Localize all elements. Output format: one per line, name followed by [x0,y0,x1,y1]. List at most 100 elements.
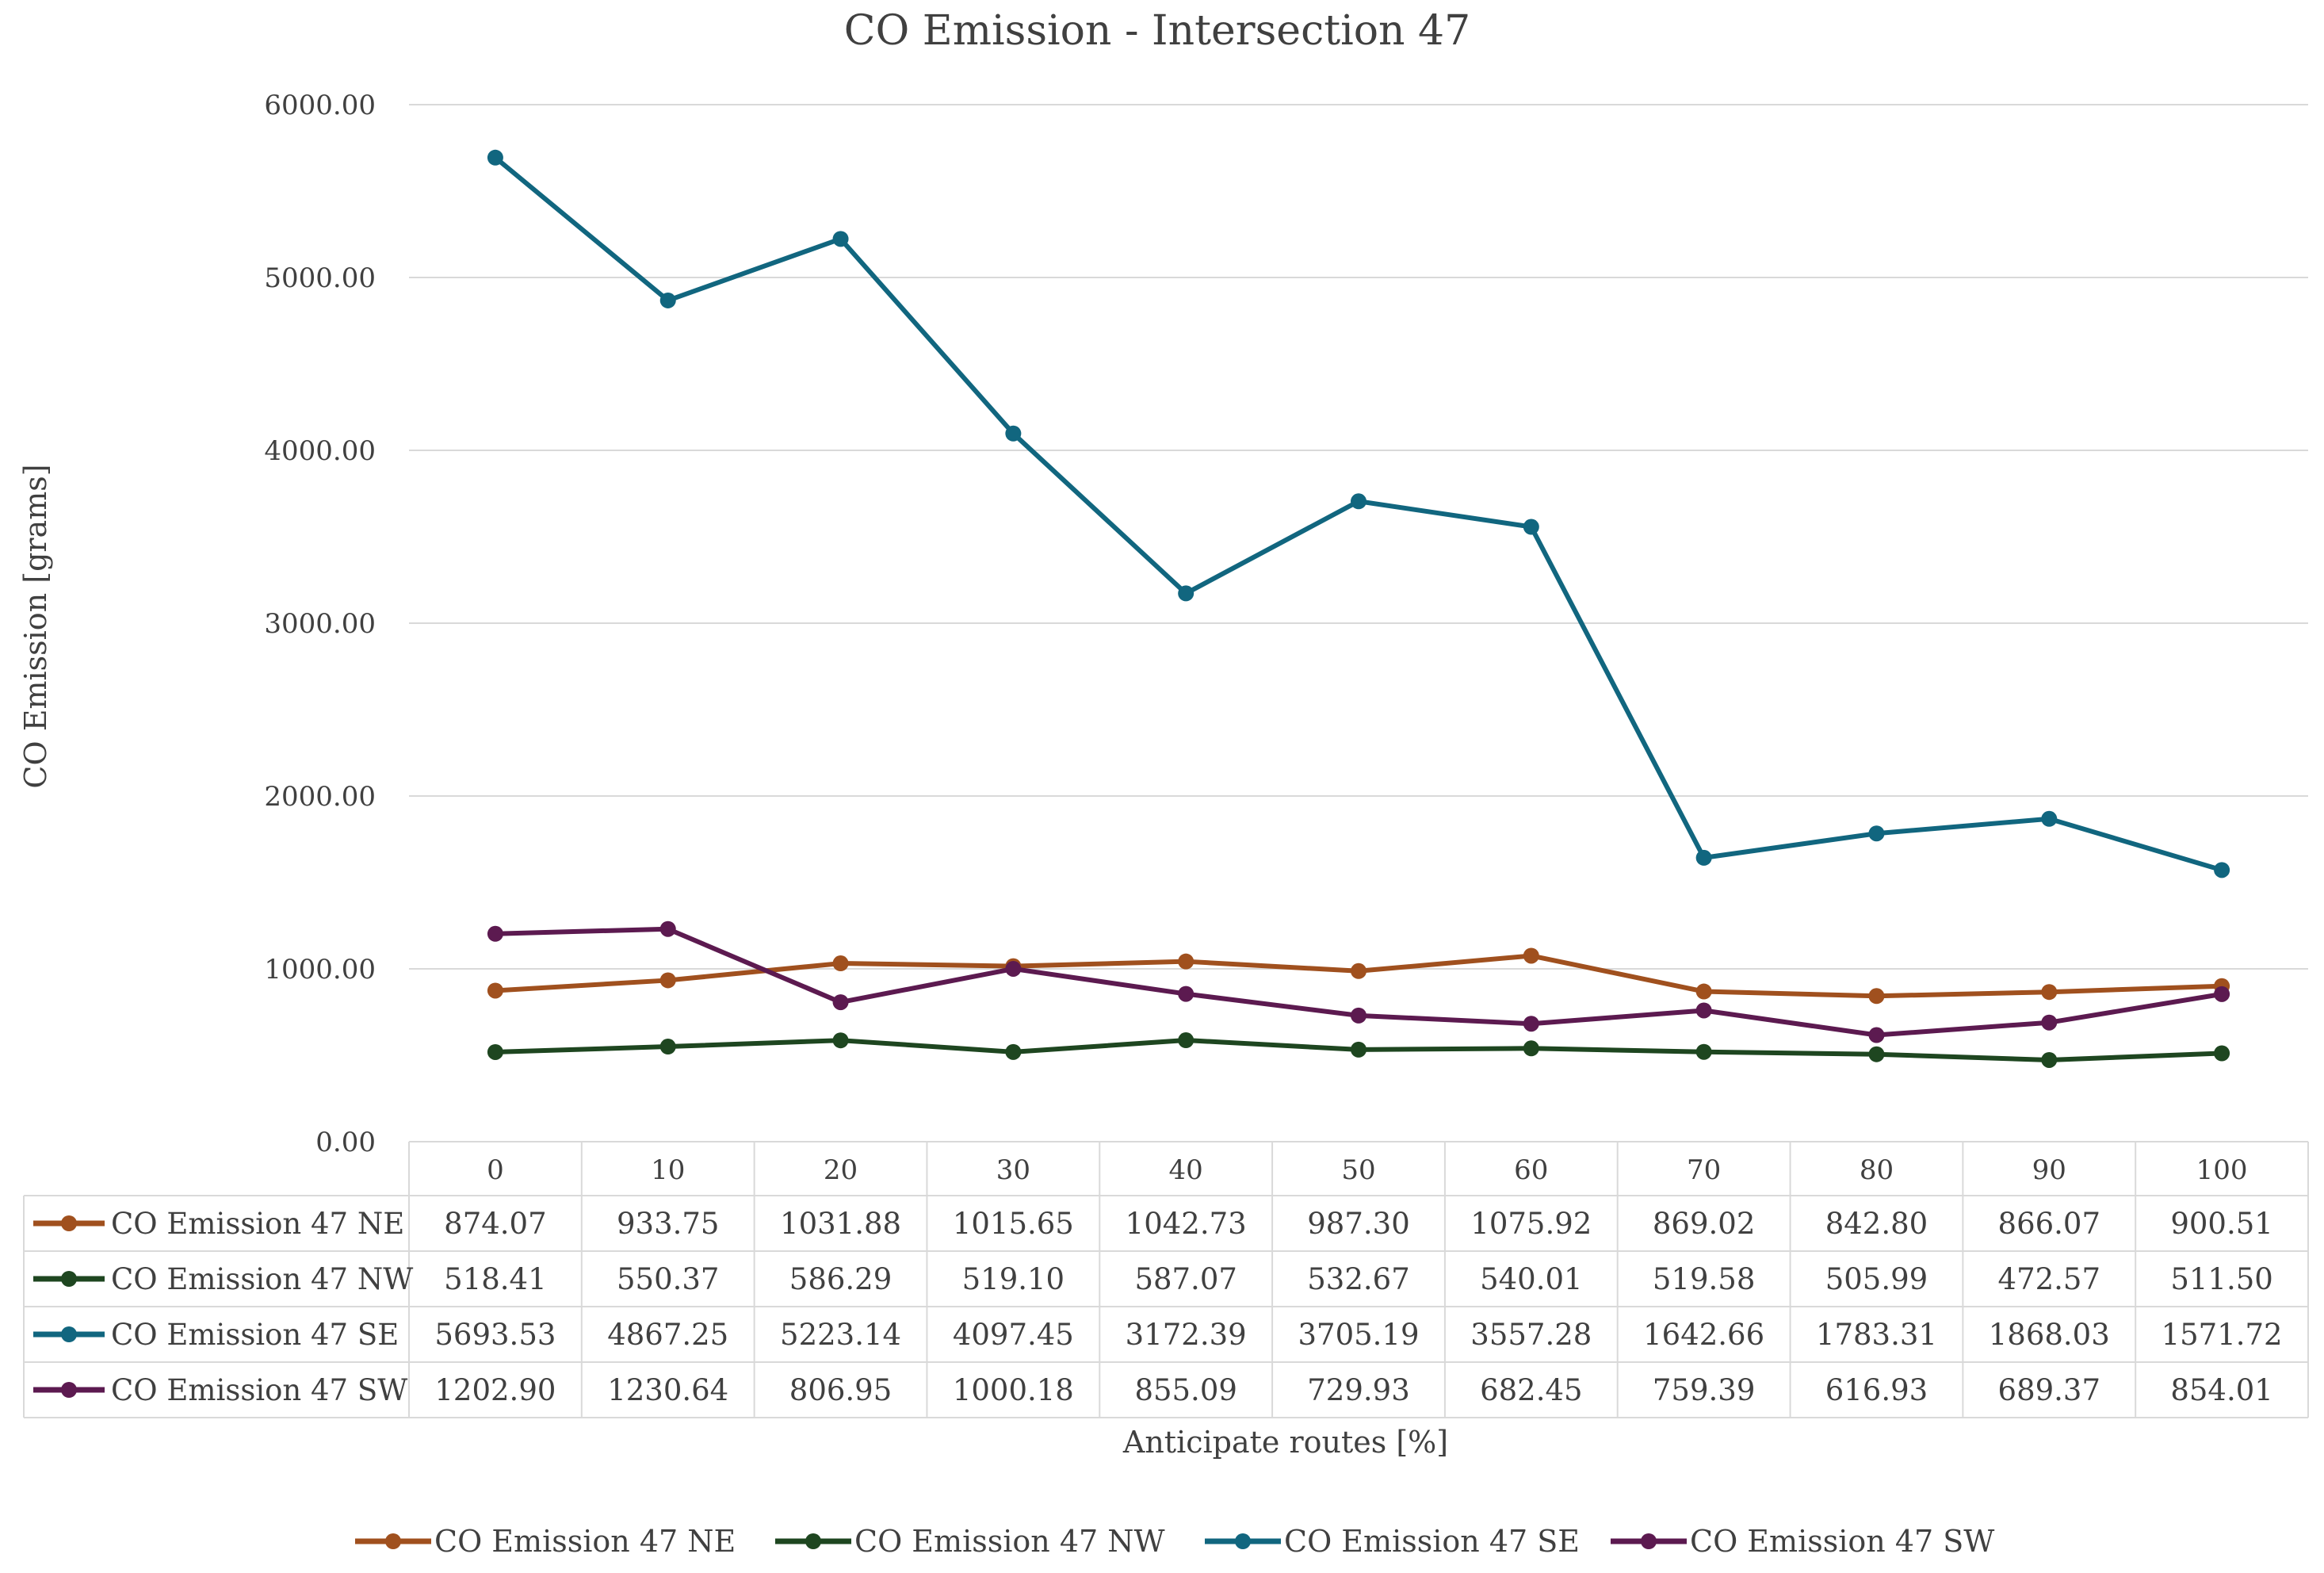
data-point [659,1039,676,1055]
data-point [1178,953,1194,970]
table-cell: 1015.65 [953,1207,1074,1241]
data-point [1178,1032,1194,1049]
table-cell: 759.39 [1653,1373,1755,1407]
gridlines [409,104,2308,970]
data-point [487,1043,503,1060]
table-cell: 3705.19 [1298,1318,1419,1352]
table-cell: 866.07 [1998,1207,2100,1241]
table-series-name: CO Emission 47 NW [111,1262,413,1296]
data-point [1351,1007,1366,1024]
table-cell: 855.09 [1134,1373,1237,1407]
table-series-name: CO Emission 47 SW [111,1373,407,1407]
x-tick-label: 10 [651,1154,685,1186]
y-tick-label: 1000.00 [264,954,376,986]
table-cell: 1642.66 [1643,1318,1764,1352]
legend-label: CO Emission 47 SE [1284,1524,1580,1559]
legend-key-marker [805,1533,821,1549]
table-cell: 1000.18 [953,1373,1074,1407]
data-point [2214,986,2230,1002]
table-cell: 532.67 [1307,1262,1409,1296]
data-point [659,292,676,308]
table-cell: 4867.25 [607,1318,728,1352]
data-point [832,1032,849,1049]
legend-label: CO Emission 47 SW [1690,1524,1994,1559]
series-group [487,920,2230,1043]
series-line [492,155,2225,873]
table-cell: 1202.90 [434,1373,556,1407]
table-cell: 519.58 [1653,1262,1755,1296]
table-cell: 5223.14 [780,1318,901,1352]
legend-key-marker [385,1533,401,1549]
data-point [1351,493,1366,510]
x-tick-label: 40 [1169,1154,1203,1186]
table-cell: 1042.73 [1126,1207,1247,1241]
table-cell: 682.45 [1480,1373,1582,1407]
data-point [832,955,849,972]
table-cell: 689.37 [1998,1373,2100,1407]
y-axis-title: CO Emission [grams] [18,464,53,788]
data-point [1868,825,1885,842]
legend-label: CO Emission 47 NE [434,1524,736,1559]
data-point [832,994,849,1011]
x-tick-label: 0 [487,1154,504,1186]
table-cell: 1783.31 [1816,1318,1937,1352]
chart-title: CO Emission - Intersection 47 [844,7,1470,55]
x-tick-label: 50 [1341,1154,1375,1186]
table-series-name: CO Emission 47 NE [111,1207,404,1241]
x-tick-label: 100 [2196,1154,2248,1186]
y-tick-label: 6000.00 [264,90,376,121]
table-cell: 3557.28 [1470,1318,1592,1352]
data-point [659,920,676,937]
data-point [2041,810,2058,827]
x-tick-label: 90 [2032,1154,2066,1186]
data-point [1523,1016,1539,1032]
table-cell: 1031.88 [780,1207,901,1241]
table-cell: 806.95 [789,1373,892,1407]
table-cell: 1868.03 [1989,1318,2110,1352]
series-group [487,149,2230,878]
legend-label: CO Emission 47 NW [854,1524,1165,1559]
data-point [1178,585,1194,602]
table-cell: 4097.45 [953,1318,1074,1352]
y-tick-label: 0.00 [315,1127,376,1158]
legend-key-marker [1641,1533,1657,1549]
table-cell: 519.10 [962,1262,1065,1296]
data-point [2214,862,2230,878]
data-point [1695,983,1712,1000]
table-cell: 874.07 [444,1207,546,1241]
data-point [1695,1043,1712,1060]
x-tick-label: 80 [1860,1154,1894,1186]
data-point [2214,1045,2230,1062]
data-point [832,231,849,247]
table-series-key-marker [61,1326,77,1342]
data-point [1868,988,1885,1005]
table-cell: 540.01 [1480,1262,1582,1296]
x-tick-label: 70 [1687,1154,1721,1186]
table-cell: 869.02 [1653,1207,1755,1241]
y-tick-label: 5000.00 [264,262,376,294]
series-group [487,1032,2230,1068]
table-cell: 586.29 [789,1262,892,1296]
data-point [1695,849,1712,866]
table-series-key-marker [61,1382,77,1398]
table-cell: 842.80 [1825,1207,1928,1241]
data-point [1178,986,1194,1002]
series-lines [487,149,2230,1068]
y-tick-label: 4000.00 [264,435,376,467]
table-series-name: CO Emission 47 SE [111,1318,399,1352]
table-cell: 616.93 [1825,1373,1928,1407]
table-series-key-marker [61,1271,77,1287]
table-cell: 511.50 [2170,1262,2272,1296]
table-cell: 900.51 [2170,1207,2272,1241]
data-point [659,972,676,989]
data-point [1351,1041,1366,1058]
data-point [1695,1002,1712,1019]
y-tick-label: 3000.00 [264,608,376,640]
data-point [1868,1027,1885,1043]
data-point [2041,984,2058,1001]
table-cell: 5693.53 [434,1318,556,1352]
legend: CO Emission 47 NE CO Emission 47 NW CO Emi… [355,1524,1994,1559]
data-table: 0 10 20 30 40 50 60 70 80 90 100 CO Emission 47 NE 8… [23,1141,2309,1418]
data-point [1523,519,1539,535]
